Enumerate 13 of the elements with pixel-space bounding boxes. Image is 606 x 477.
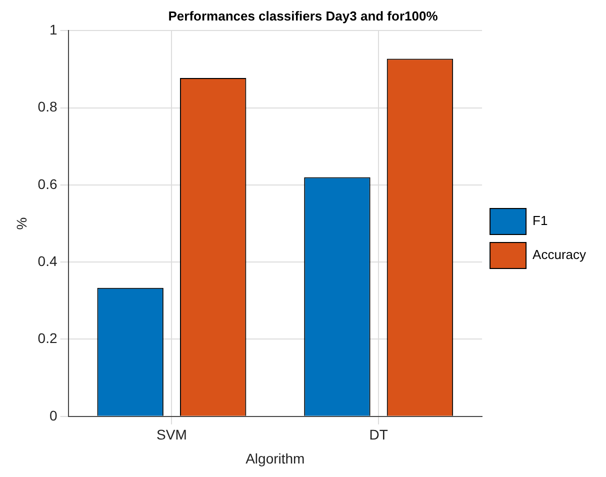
x-axis-title: Algorithm [246, 450, 305, 466]
x-tick-label: DT [369, 426, 388, 443]
y-tick-label: 0.6 [38, 176, 58, 192]
y-tick-label: 1 [49, 21, 58, 38]
y-tick-label: 0.8 [38, 98, 58, 115]
y-tick-label: 0.4 [38, 252, 58, 269]
y-tick-label: 0.2 [38, 330, 58, 346]
y-axis-title: % [13, 217, 30, 230]
legend-label: Accuracy [532, 247, 586, 262]
x-tick-label: SVM [156, 426, 187, 443]
legend-label: F1 [532, 213, 548, 228]
y-tick-label: 0 [49, 407, 58, 424]
chart-title: Performances classifiers Day3 and for100% [168, 8, 438, 24]
